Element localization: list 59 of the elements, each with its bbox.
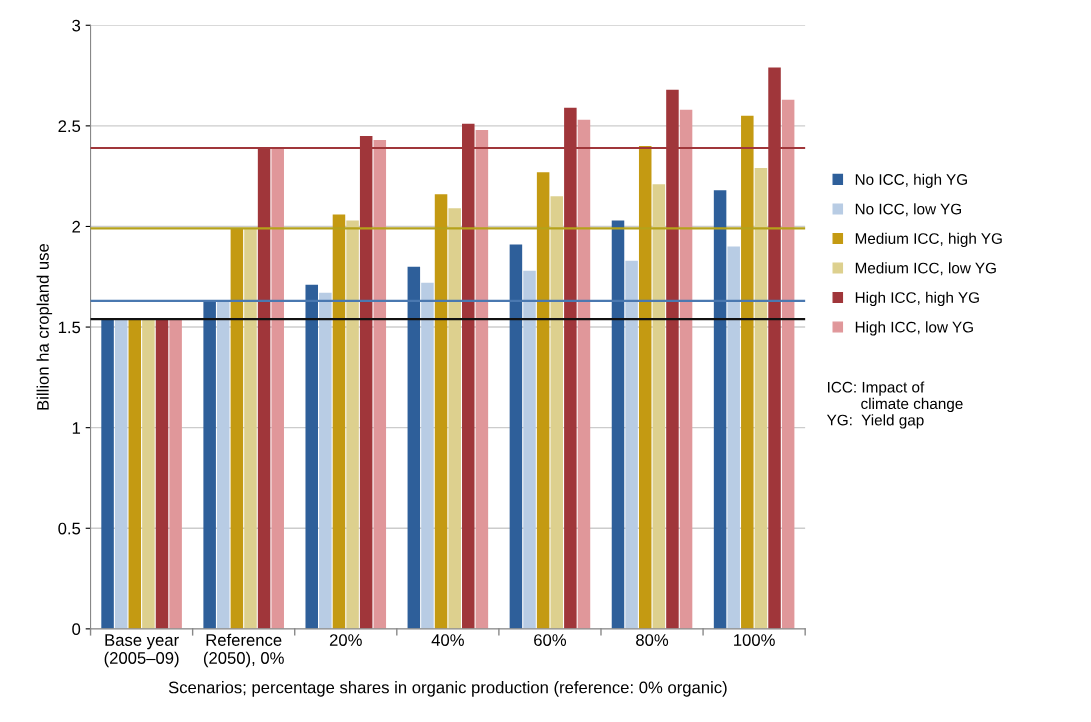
legend-label: No ICC, low YG (855, 203, 961, 217)
legend-label: Medium ICC, low YG (855, 262, 996, 276)
legend-label: High ICC, low YG (855, 321, 973, 336)
y-tick-label: 3 (72, 19, 81, 32)
bar (741, 115, 754, 629)
y-axis-title: Billion ha cropland use (36, 243, 53, 410)
bar (652, 184, 666, 629)
bar (448, 208, 461, 629)
bar (611, 220, 625, 629)
bar (319, 292, 332, 629)
bar (475, 129, 489, 629)
bar (421, 282, 434, 629)
y-tick-label: 1.5 (58, 321, 81, 334)
bar (536, 172, 550, 629)
bar (271, 148, 284, 629)
bar (203, 300, 216, 629)
x-tick-label: 20% (329, 634, 362, 646)
x-tick-label: Reference (2050), 0% (203, 633, 284, 668)
bar (727, 246, 740, 629)
bar (679, 109, 693, 629)
bar (550, 196, 564, 629)
bar (407, 266, 421, 629)
x-tick-label: 60% (534, 634, 567, 646)
bar (128, 319, 142, 629)
bar (625, 260, 638, 629)
legend-label: High ICC, high YG (855, 291, 979, 307)
bar (713, 190, 727, 629)
bar (509, 244, 523, 629)
y-tick-label: 2.5 (58, 120, 81, 133)
bar (434, 194, 448, 629)
x-tick-label: Base year (2005–09) (104, 634, 179, 668)
y-tick-label: 0.5 (58, 522, 81, 535)
bar (523, 270, 536, 629)
bar (155, 319, 169, 629)
legend-label: Medium ICC, high YG (855, 232, 1002, 247)
bar (346, 220, 359, 629)
y-tick-label: 0 (72, 623, 81, 636)
x-tick-label: 100% (734, 634, 775, 646)
y-tick-label: 1 (72, 422, 81, 434)
bar (373, 139, 387, 629)
bar (638, 145, 652, 629)
bar (142, 319, 155, 629)
legend-label: No ICC, high YG (855, 173, 967, 188)
bar (230, 228, 244, 629)
bar (244, 228, 257, 629)
bar (114, 319, 128, 629)
x-axis-title: Scenarios; percentage shares in organic production (reference: 0% organic) (168, 681, 727, 697)
bar (169, 319, 182, 629)
x-tick-label: 80% (636, 634, 669, 646)
bar (577, 119, 591, 629)
bar (217, 300, 230, 629)
bar (781, 99, 795, 629)
bar (754, 168, 768, 629)
bar (101, 319, 114, 629)
bar (305, 284, 318, 629)
text: ICC: Impact of climate change YG: Yield gap (826, 381, 963, 429)
x-tick-label: 40% (431, 634, 464, 646)
y-tick-label: 2 (72, 220, 80, 233)
bar (332, 214, 346, 629)
